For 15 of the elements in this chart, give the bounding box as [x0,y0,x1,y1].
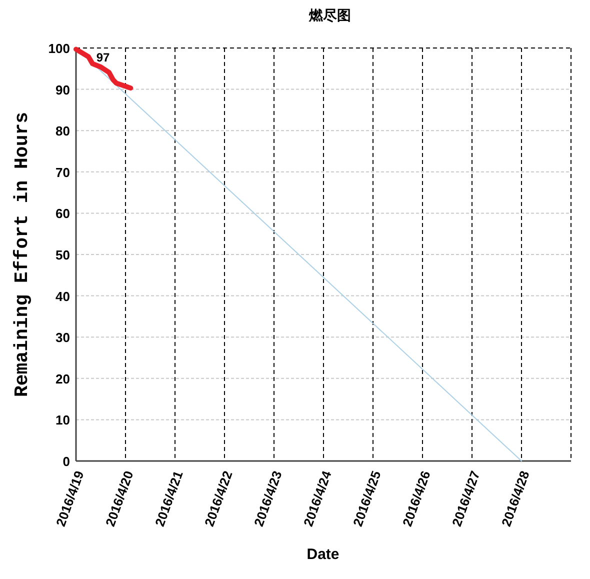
y-tick-label: 100 [48,41,70,56]
y-tick-label: 70 [56,164,70,180]
y-tick-label: 60 [56,206,70,222]
x-axis-title: Date [306,546,340,563]
y-tick-label: 50 [56,248,70,262]
annotation: 97 [96,50,110,64]
y-axis-title: Remaining Effort in Hours [11,112,33,398]
y-tick-label: 90 [56,82,70,98]
y-tick-label: 80 [56,124,70,139]
y-tick-label: 0 [62,454,70,469]
chart-title: 燃尽图 [308,8,351,24]
y-tick-label: 30 [56,330,70,346]
y-tick-label: 40 [56,288,70,304]
y-tick-label: 10 [56,412,70,428]
y-tick-label: 20 [56,371,70,386]
